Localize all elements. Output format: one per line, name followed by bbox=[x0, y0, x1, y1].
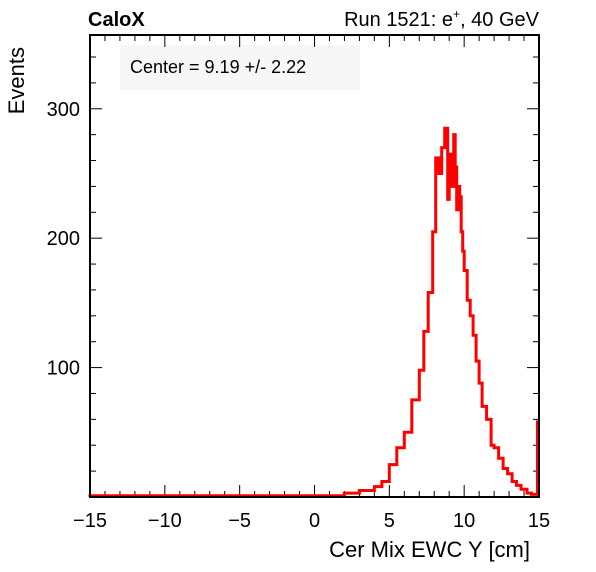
run-info-superscript: + bbox=[453, 7, 460, 21]
center-annotation: Center = 9.19 +/- 2.22 bbox=[130, 57, 306, 77]
run-info-suffix: , 40 GeV bbox=[460, 9, 540, 31]
y-axis-tick-labels: 100 200 300 bbox=[47, 99, 80, 380]
x-tick-label: −5 bbox=[228, 510, 251, 532]
y-tick-label: 300 bbox=[47, 99, 80, 121]
brand-label: CaloX bbox=[88, 9, 145, 31]
run-info-label: Run 1521: e+, 40 GeV bbox=[344, 7, 540, 31]
x-axis-ticks bbox=[89, 35, 540, 497]
x-tick-label: 15 bbox=[528, 510, 550, 532]
x-tick-label: 10 bbox=[453, 510, 475, 532]
plot-frame bbox=[89, 34, 540, 498]
x-tick-label: 5 bbox=[384, 510, 395, 532]
histogram-series-line bbox=[88, 126, 539, 498]
x-axis-tick-labels: −15 −10 −5 0 5 10 15 bbox=[73, 510, 550, 532]
y-tick-label: 200 bbox=[47, 228, 80, 250]
y-axis-title: Events bbox=[4, 47, 29, 114]
x-tick-label: −15 bbox=[73, 510, 107, 532]
x-tick-label: −10 bbox=[148, 510, 182, 532]
y-axis-ticks bbox=[90, 56, 539, 472]
run-info-prefix: Run 1521: e bbox=[344, 9, 453, 31]
x-axis-title: Cer Mix EWC Y [cm] bbox=[329, 537, 530, 562]
annotation-box bbox=[120, 45, 360, 90]
x-tick-label: 0 bbox=[309, 510, 320, 532]
y-tick-label: 100 bbox=[47, 358, 80, 380]
